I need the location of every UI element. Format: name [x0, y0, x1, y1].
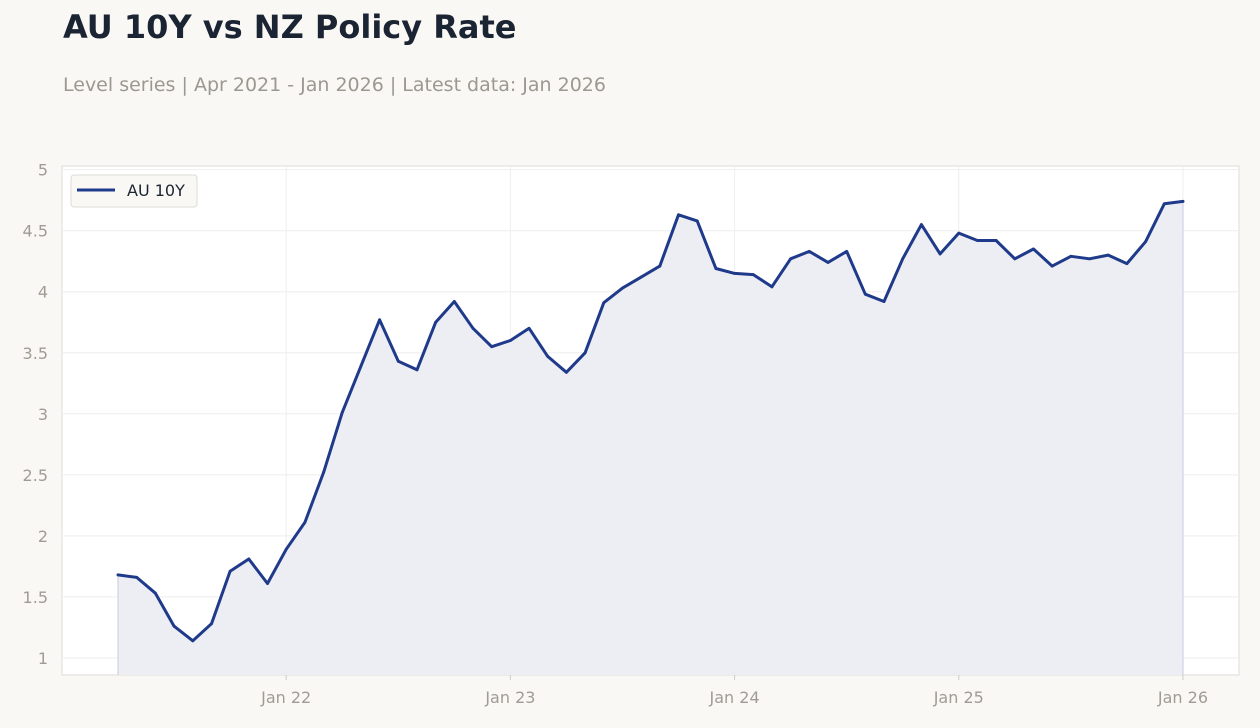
data-point: [546, 355, 550, 358]
data-point: [994, 239, 998, 242]
y-tick-label: 2: [38, 527, 48, 546]
chart-title: AU 10Y vs NZ Policy Rate: [63, 8, 517, 46]
y-tick-label: 3.5: [23, 344, 48, 363]
y-tick-label: 4.5: [23, 222, 48, 241]
y-tick-label: 1: [38, 649, 48, 668]
y-tick-label: 2.5: [23, 466, 48, 485]
data-point: [154, 591, 157, 595]
y-tick-label: 1.5: [23, 588, 48, 607]
data-point: [751, 273, 755, 277]
data-point: [284, 547, 288, 551]
data-point: [452, 300, 456, 303]
data-point: [1144, 240, 1147, 244]
legend-label-au-10y: AU 10Y: [127, 181, 185, 200]
series-area-fill: [118, 201, 1183, 675]
y-axis-ticks: 1 1.5 2 2.5 3 3.5 4 4.5 5: [23, 161, 48, 668]
data-point: [1125, 262, 1129, 266]
series-line-au-10y: [116, 199, 1185, 643]
data-point: [527, 326, 531, 330]
data-point: [471, 326, 475, 330]
chart-subtitle: Level series | Apr 2021 - Jan 2026 | Lat…: [63, 74, 606, 96]
data-point: [882, 300, 886, 303]
x-tick-label: Jan 24: [709, 688, 760, 707]
data-point: [340, 411, 344, 414]
data-point: [266, 582, 269, 585]
data-point: [1013, 257, 1017, 261]
data-point: [976, 239, 979, 242]
data-point: [322, 470, 325, 474]
y-tick-label: 3: [38, 405, 48, 424]
data-point: [565, 370, 568, 374]
data-point: [1050, 264, 1054, 268]
legend: AU 10Y: [70, 174, 198, 208]
data-point: [733, 272, 736, 275]
data-point: [621, 286, 624, 290]
data-point: [789, 257, 793, 261]
data-point: [359, 364, 363, 368]
data-point: [434, 320, 438, 324]
data-point: [490, 345, 494, 349]
data-point: [303, 521, 307, 524]
data-point: [116, 573, 120, 577]
data-point: [863, 292, 867, 296]
data-point: [770, 285, 774, 289]
data-point: [1088, 257, 1091, 261]
y-tick-label: 4: [38, 283, 48, 302]
area-edges: [117, 201, 1184, 675]
data-point: [845, 250, 849, 253]
legend-box: [70, 174, 198, 208]
data-point: [938, 252, 942, 256]
x-tick-label: Jan 26: [1157, 688, 1208, 707]
data-point: [957, 231, 961, 235]
data-point: [191, 639, 195, 643]
x-axis-ticks: Jan 22 Jan 23 Jan 24 Jan 25 Jan 26: [260, 675, 1208, 707]
data-point: [247, 557, 251, 561]
data-point: [583, 351, 587, 355]
data-point: [714, 267, 718, 270]
x-tick-label: Jan 22: [260, 688, 311, 707]
x-tick-label: Jan 25: [933, 688, 984, 707]
data-point: [1162, 202, 1166, 206]
data-point: [826, 261, 830, 264]
data-point: [1069, 254, 1073, 258]
data-point: [919, 223, 923, 226]
data-point: [677, 213, 680, 217]
data-point: [1032, 247, 1035, 251]
data-point: [415, 368, 419, 372]
data-point: [602, 301, 606, 305]
data-point: [508, 339, 512, 342]
data-point: [172, 624, 176, 628]
data-points: [116, 199, 1185, 643]
data-point: [1106, 253, 1110, 257]
x-tick-label: Jan 23: [484, 688, 535, 707]
y-tick-label: 5: [38, 161, 48, 180]
data-point: [658, 264, 662, 268]
data-point: [695, 219, 699, 223]
data-point: [901, 257, 905, 261]
data-point: [396, 359, 400, 363]
data-point: [639, 275, 643, 279]
data-point: [228, 569, 232, 573]
data-point: [807, 250, 811, 253]
data-point: [135, 575, 139, 579]
data-point: [378, 318, 382, 322]
data-point: [210, 622, 213, 626]
data-point: [1181, 199, 1185, 203]
